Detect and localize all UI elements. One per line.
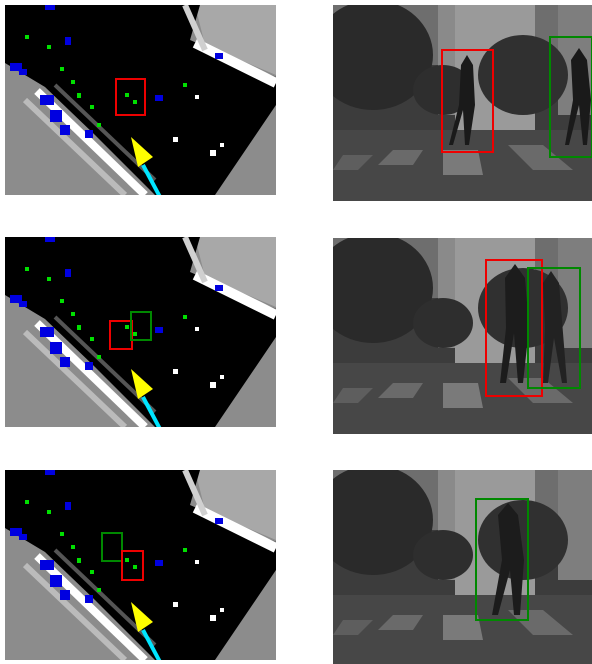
pedestrian [449,55,475,145]
red-box [441,49,494,153]
pedestrian [492,503,524,615]
map-panel [5,5,276,197]
map-panel [5,470,276,662]
green-box [101,532,123,562]
camera-panel [313,465,592,664]
green-box [130,311,152,341]
red-box [121,550,144,581]
map-image [5,470,276,662]
green-box [475,498,529,621]
pedestrian [543,271,567,383]
camera-panel [313,0,592,201]
green-box [549,36,592,158]
camera-panel [313,233,592,434]
pedestrian [565,48,591,145]
map-image [5,237,276,429]
red-box [115,78,146,116]
red-box [485,259,543,397]
pedestrian [500,264,529,383]
map-image [5,5,276,197]
green-box [527,267,581,389]
camera-image [313,465,592,664]
map-panel [5,237,276,429]
